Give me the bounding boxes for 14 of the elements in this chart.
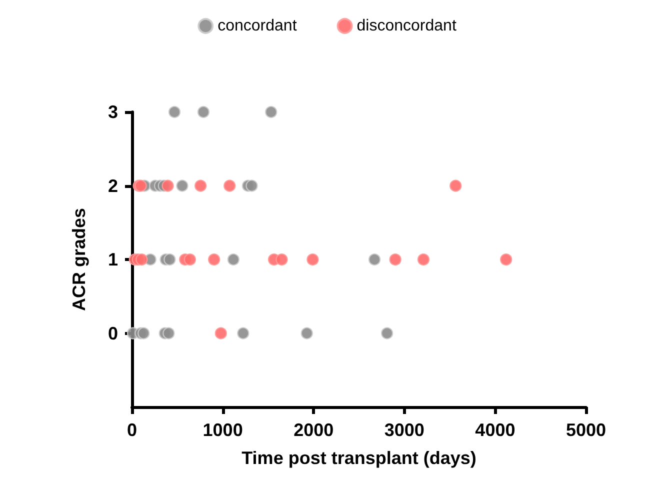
x-tick-label: 2000 — [294, 420, 334, 440]
x-tick-label: 0 — [126, 420, 138, 440]
x-tick-label: 1000 — [202, 420, 243, 440]
x-axis-title: Time post transplant (days) — [242, 448, 476, 468]
x-tick-label: 5000 — [566, 420, 606, 440]
x-tick-label: 3000 — [384, 420, 424, 440]
y-tick-label: 3 — [108, 102, 118, 122]
y-tick-label: 2 — [108, 176, 118, 196]
y-axis-title: ACR grades — [69, 208, 89, 312]
legend-label: disconcordant — [356, 18, 457, 34]
y-tick-label: 0 — [108, 323, 118, 344]
y-tick-label: 1 — [108, 250, 118, 270]
legend-label: concordant — [218, 18, 298, 34]
x-tick-label: 4000 — [475, 420, 516, 440]
